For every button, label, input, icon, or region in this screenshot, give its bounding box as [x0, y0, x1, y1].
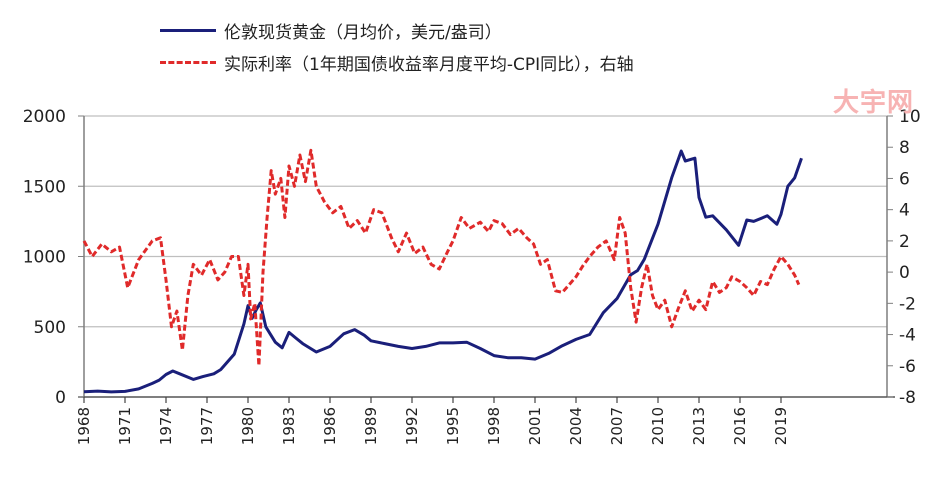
legend-label-gold: 伦敦现货黄金（月均价，美元/盎司） [224, 22, 502, 43]
x-tick-label: 1968 [75, 407, 93, 445]
legend-item-rate: 实际利率（1年期国债收益率月度平均-CPI同比），右轴 [160, 46, 634, 78]
left-tick-label: 2000 [23, 107, 66, 127]
left-tick-label: 0 [55, 388, 66, 408]
real-rate-line [82, 148, 801, 368]
left-tick-label: 1500 [23, 177, 66, 197]
x-tick-label: 1995 [444, 407, 462, 445]
x-tick-label: 2001 [526, 407, 544, 445]
x-tick-label: 2013 [690, 407, 708, 445]
right-tick-label: 4 [899, 201, 910, 221]
x-tick-label: 1989 [362, 407, 380, 445]
x-tick-label: 1974 [157, 407, 175, 445]
x-tick-label: 1977 [198, 407, 216, 445]
right-tick-label: 8 [899, 138, 910, 158]
right-y-axis-labels: -8 -6 -4 -2 0 2 4 6 8 10 [887, 107, 921, 408]
right-tick-label: -4 [899, 326, 916, 346]
watermark: 大宇网 [833, 88, 915, 118]
x-tick-label: 1983 [280, 407, 298, 445]
x-axis-labels: 1968 1971 1974 1977 1980 1983 1986 1989 1992 1995… [75, 397, 790, 445]
right-tick-label: 6 [899, 169, 910, 189]
gold-price-series [83, 149, 803, 394]
real-rate-series [82, 148, 801, 368]
legend-label-rate: 实际利率（1年期国债收益率月度平均-CPI同比），右轴 [224, 54, 634, 75]
right-tick-label: -8 [899, 388, 916, 408]
left-tick-label: 500 [34, 318, 66, 338]
x-tick-label: 2010 [649, 407, 667, 445]
left-tick-label: 1000 [23, 248, 66, 268]
right-tick-label: -2 [899, 294, 916, 314]
left-y-axis-labels: 0 500 1000 1500 2000 [23, 107, 84, 408]
x-tick-label: 1971 [116, 407, 134, 445]
gridlines [84, 115, 887, 328]
x-tick-label: 1992 [403, 407, 421, 445]
legend: 伦敦现货黄金（月均价，美元/盎司） 实际利率（1年期国债收益率月度平均-CPI同… [160, 14, 634, 78]
gold-price-line [83, 149, 803, 394]
solid-line-swatch-icon [160, 28, 216, 32]
right-tick-label: 2 [899, 232, 910, 252]
x-tick-label: 2019 [772, 407, 790, 445]
x-tick-label: 2007 [608, 407, 626, 445]
x-tick-label: 1986 [321, 407, 339, 445]
right-tick-label: 10 [899, 107, 921, 127]
x-tick-label: 2004 [567, 407, 585, 445]
legend-item-gold: 伦敦现货黄金（月均价，美元/盎司） [160, 14, 634, 46]
dashed-line-swatch-icon [160, 60, 216, 64]
right-tick-label: 0 [899, 263, 910, 283]
right-tick-label: -6 [899, 357, 916, 377]
x-tick-label: 2016 [731, 407, 749, 445]
x-tick-label: 1998 [485, 407, 503, 445]
x-tick-label: 1980 [239, 407, 257, 445]
